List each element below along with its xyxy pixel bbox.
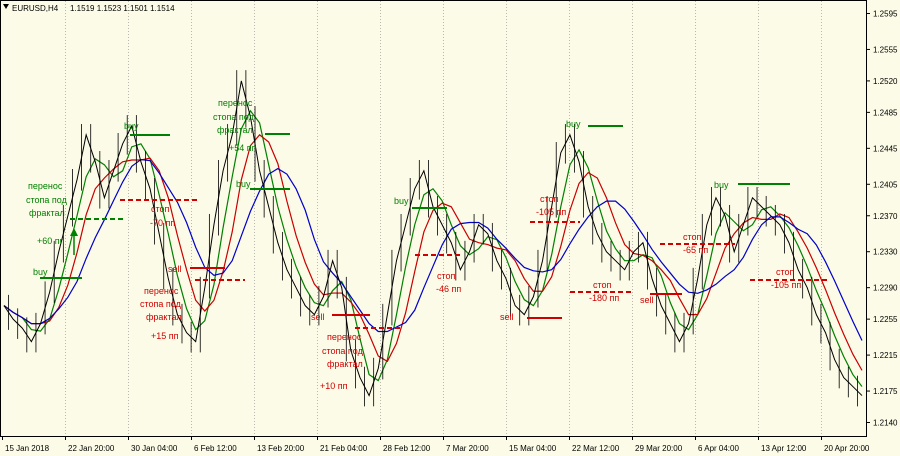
trade-annotation: sell	[500, 312, 514, 322]
ma-fast-line	[3, 109, 863, 387]
trade-annotation: +60 пп	[37, 236, 65, 246]
trade-annotation: buy	[236, 179, 251, 189]
price-line	[3, 80, 863, 397]
trade-annotation: фрактал	[327, 359, 363, 369]
trade-annotation: -105 пп	[536, 207, 566, 217]
time-axis: 15 Jan 2018 22 Jan 20:00 30 Jan 04:00 6 Feb…	[2, 436, 870, 453]
y-tick-label: 1.2370	[873, 212, 898, 221]
x-tick-label: 15 Jan 2018	[5, 444, 50, 453]
trade-annotation: стопа под	[322, 346, 364, 356]
trade-annotation: стоп	[437, 271, 456, 281]
trade-annotation: стопа под	[26, 195, 68, 205]
plot-frame	[0, 0, 867, 437]
x-tick-label: 30 Jan 04:00	[131, 444, 178, 453]
y-tick-label: 1.2445	[873, 144, 898, 153]
trade-annotations: buy +60 пп перенос стопа под фрактал buy стоп -…	[26, 98, 828, 391]
trade-annotation: buy	[714, 180, 729, 190]
trade-annotation: +15 пп	[151, 331, 179, 341]
trade-annotation: sell	[311, 312, 325, 322]
y-tick-label: 1.2520	[873, 77, 898, 86]
ohlc-readout: 1.1519 1.1523 1.1501 1.1514	[70, 4, 175, 13]
trade-annotation: sell	[168, 264, 182, 274]
trade-annotation: стоп	[776, 267, 795, 277]
x-tick-label: 13 Feb 20:00	[257, 444, 305, 453]
x-tick-label: 15 Mar 04:00	[509, 444, 557, 453]
trade-annotation: стоп	[593, 280, 612, 290]
y-tick-label: 1.2290	[873, 284, 898, 293]
trade-annotation: buy	[394, 196, 409, 206]
trade-annotation: фрактал	[146, 312, 182, 322]
trade-annotation: стопа под	[140, 299, 182, 309]
trade-annotation: перенос	[144, 286, 179, 296]
trade-annotation: -105 пп	[771, 280, 801, 290]
trade-annotation: buy	[124, 121, 139, 131]
y-tick-label: 1.2555	[873, 45, 898, 54]
x-tick-label: 28 Feb 12:00	[383, 444, 431, 453]
x-tick-label: 29 Mar 20:00	[635, 444, 683, 453]
trade-annotation: buy	[566, 119, 581, 129]
trade-annotation: фрактал	[217, 125, 253, 135]
trade-annotation: -180 пп	[589, 293, 619, 303]
trade-annotation: sell	[640, 295, 654, 305]
trade-annotation: -65 пп	[683, 245, 708, 255]
trade-annotation: buy	[33, 267, 48, 277]
y-tick-label: 1.2330	[873, 248, 898, 257]
trade-annotation: стопа под	[213, 112, 255, 122]
triangle-down-icon[interactable]	[3, 4, 9, 9]
y-tick-label: 1.2595	[873, 9, 898, 18]
arrow-head-icon	[70, 228, 78, 236]
trade-annotation: стоп	[540, 194, 559, 204]
x-tick-label: 21 Feb 04:00	[320, 444, 368, 453]
price-series	[3, 70, 863, 407]
chart-title: EURUSD,H4 1.1519 1.1523 1.1501 1.1514	[3, 4, 175, 13]
moving-averages	[3, 109, 863, 387]
ma-slow-line	[3, 158, 863, 341]
y-tick-label: 1.2255	[873, 315, 898, 324]
x-tick-label: 20 Apr 20:00	[824, 444, 870, 453]
x-tick-label: 7 Mar 20:00	[446, 444, 489, 453]
y-tick-label: 1.2405	[873, 180, 898, 189]
trade-annotation: +54 пп	[229, 143, 257, 153]
x-tick-label: 22 Jan 20:00	[68, 444, 115, 453]
trade-annotation: -46 пп	[436, 284, 461, 294]
x-tick-label: 22 Mar 12:00	[572, 444, 620, 453]
trade-annotation: +10 пп	[320, 381, 348, 391]
y-tick-label: 1.2175	[873, 387, 898, 396]
x-tick-label: 13 Apr 12:00	[761, 444, 807, 453]
price-axis: 1.2595 1.2555 1.2520 1.2485 1.2445 1.2405 1.23…	[866, 9, 898, 428]
trade-annotation: перенос	[327, 332, 362, 342]
trade-annotation: перенос	[218, 98, 253, 108]
y-tick-label: 1.2215	[873, 351, 898, 360]
y-tick-label: 1.2485	[873, 108, 898, 117]
trade-annotation: фрактал	[29, 208, 65, 218]
x-tick-label: 6 Apr 04:00	[698, 444, 739, 453]
grid	[65, 1, 822, 436]
trade-annotation: перенос	[28, 181, 63, 191]
symbol-label: EURUSD,H4	[12, 4, 59, 13]
trade-annotation: стоп	[683, 232, 702, 242]
trade-annotation: стоп	[151, 204, 170, 214]
trade-annotation: -70 пп	[150, 218, 175, 228]
y-tick-label: 1.2140	[873, 419, 898, 428]
ma-mid-line	[3, 134, 863, 371]
x-tick-label: 6 Feb 12:00	[194, 444, 237, 453]
